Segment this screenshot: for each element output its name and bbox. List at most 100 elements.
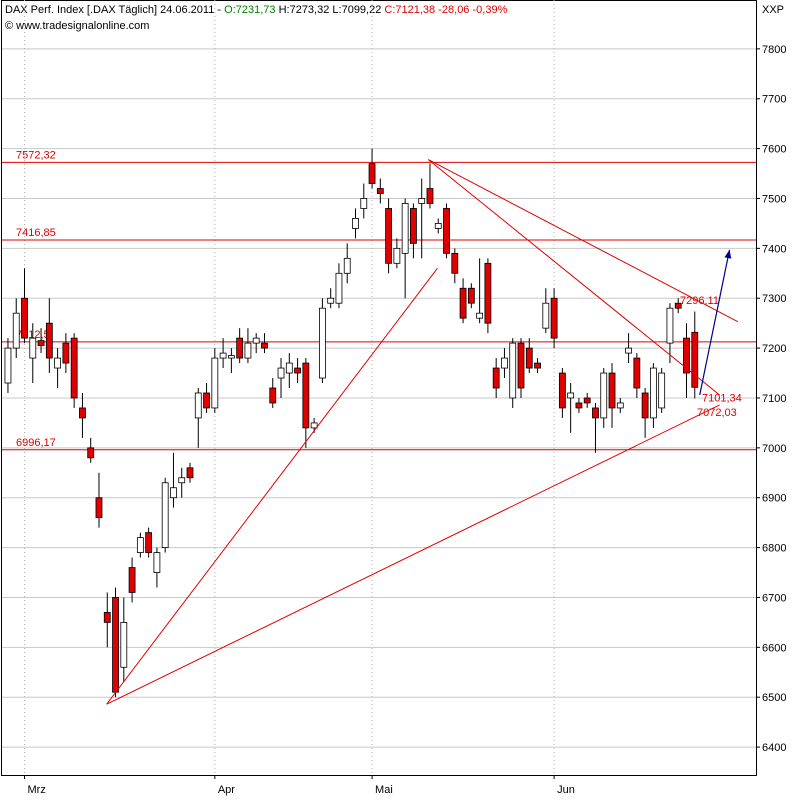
candle-body — [583, 397, 591, 404]
candle-body — [683, 337, 690, 374]
candle-body — [54, 357, 62, 369]
candle-body — [29, 337, 37, 359]
candle-body — [641, 392, 649, 419]
candle-body — [37, 340, 45, 347]
candle-body — [252, 337, 260, 344]
y-tick-label: 7400 — [762, 243, 786, 255]
open: O:7231,73 — [224, 4, 275, 16]
level-label: 6996,17 — [16, 437, 56, 449]
y-tick-label: 7200 — [762, 343, 786, 355]
x-tick-label: Mai — [375, 784, 393, 796]
x-tick-label: Apr — [218, 784, 235, 796]
candle-body — [87, 447, 95, 459]
x-tick-label: Jun — [557, 784, 575, 796]
candle-body — [492, 367, 500, 389]
y-tick-label: 7600 — [762, 144, 786, 156]
y-tick-label: 6700 — [762, 592, 786, 604]
plot-frame — [1, 0, 757, 776]
candle-body — [550, 297, 558, 339]
candle-body — [385, 208, 392, 264]
candle-body — [575, 402, 583, 409]
candle-body — [170, 487, 177, 499]
candle-body — [434, 223, 442, 229]
y-tick-label: 6600 — [762, 642, 786, 654]
candle-body — [161, 482, 169, 548]
candle-body — [103, 612, 111, 623]
arrow-head — [724, 249, 732, 259]
candle-body — [335, 272, 343, 304]
candle-body — [219, 352, 227, 359]
annotation-label: 7072,03 — [697, 407, 737, 419]
y-tick-label: 6500 — [762, 692, 786, 704]
candle-body — [674, 302, 682, 309]
trend-line — [106, 404, 720, 705]
candle-body — [4, 347, 12, 384]
candle-body — [534, 362, 541, 369]
candle-body — [285, 362, 293, 374]
trend-line — [428, 159, 720, 396]
y-tick-label: 7700 — [762, 94, 786, 106]
y-tick-label: 6400 — [762, 742, 786, 754]
candle-body — [509, 342, 517, 399]
high: H:7273,32 — [279, 4, 330, 16]
candle-body — [244, 342, 252, 359]
candle-body — [294, 367, 301, 374]
annotation-label: 7101,34 — [702, 392, 742, 404]
index-name: DAX Perf. Index [.DAX Täglich] — [5, 4, 157, 16]
candle-body — [360, 198, 368, 209]
candle-body — [658, 372, 666, 409]
trend-line — [428, 159, 739, 323]
candle-body — [393, 247, 401, 264]
arrow — [699, 249, 731, 396]
candle-body — [319, 307, 326, 379]
y-tick-label: 7100 — [762, 393, 786, 405]
candle-body — [310, 422, 318, 429]
candle-body — [567, 392, 575, 399]
candle-body — [227, 355, 235, 359]
candle-body — [401, 203, 409, 254]
y-tick-label: 6900 — [762, 493, 786, 505]
candle-body — [153, 552, 161, 573]
axis-label: XXP — [762, 4, 784, 16]
candle-body — [625, 347, 632, 354]
candle-body — [608, 372, 616, 409]
level-label: 7416,85 — [16, 227, 56, 239]
candle-body — [302, 362, 310, 429]
candle-body — [128, 567, 136, 593]
candle-body — [633, 357, 641, 389]
candle-body — [203, 392, 210, 409]
candle-body — [616, 402, 624, 409]
candle-body — [501, 357, 508, 369]
candle-body — [112, 597, 119, 693]
copyright: © www.tradesignalonline.com — [5, 20, 149, 32]
y-tick-label: 7800 — [762, 44, 786, 56]
y-tick-label: 7000 — [762, 443, 786, 455]
candle-body — [236, 337, 244, 359]
change: -28,06 — [438, 4, 469, 16]
candle-body — [517, 342, 525, 389]
candle-body — [211, 357, 219, 409]
separator: - — [217, 4, 221, 16]
candle-body — [343, 257, 351, 274]
x-tick-label: Mrz — [28, 784, 46, 796]
chart-header: DAX Perf. Index [.DAX Täglich] 24.06.201… — [5, 4, 508, 16]
candle-body — [558, 372, 566, 409]
y-tick-label: 7300 — [762, 293, 786, 305]
y-tick-label: 7500 — [762, 193, 786, 205]
candle-body — [352, 218, 359, 229]
date: 24.06.2011 — [160, 4, 214, 16]
candle-body — [178, 477, 186, 484]
candle-body — [376, 188, 384, 194]
candle-body — [691, 331, 699, 388]
candle-body — [327, 297, 335, 304]
y-tick-label: 6800 — [762, 543, 786, 555]
candle-body — [277, 367, 285, 379]
candle-body — [186, 467, 194, 479]
candle-body — [476, 312, 484, 319]
candle-body — [467, 287, 475, 304]
candle-body — [95, 497, 103, 519]
annotation-label: 7296,11 — [680, 295, 719, 307]
candle-body — [410, 208, 417, 244]
low: L:7099,22 — [332, 4, 381, 16]
